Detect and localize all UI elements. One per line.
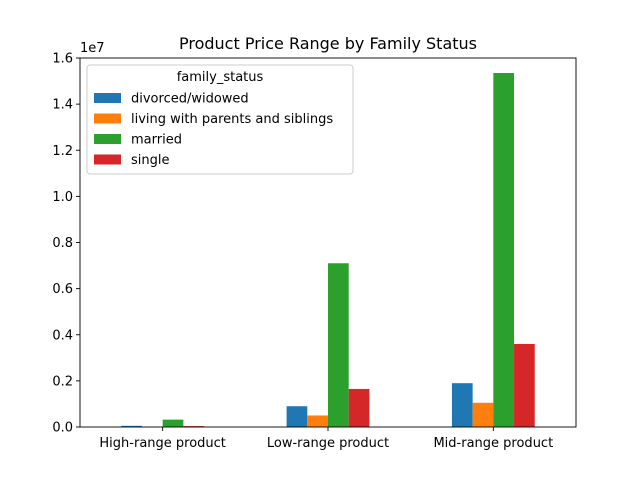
x-tick-label: Mid-range product — [433, 436, 553, 451]
x-tick-label: High-range product — [99, 436, 226, 451]
legend-label: divorced/widowed — [131, 92, 249, 107]
bar — [348, 388, 370, 427]
chart-title: Product Price Range by Family Status — [179, 34, 477, 53]
y-tick-label: 1.2 — [52, 144, 73, 159]
y-tick-label: 0.0 — [52, 421, 73, 436]
bar — [472, 402, 494, 427]
y-tick-label: 0.8 — [52, 236, 73, 251]
y-axis-offset-label: 1e7 — [80, 41, 105, 56]
legend-box — [86, 64, 354, 175]
legend-swatch — [94, 93, 121, 103]
legend: family_status divorced/widowed living with… — [86, 64, 354, 175]
bar — [121, 425, 142, 427]
bar — [451, 383, 473, 427]
legend-swatch — [94, 113, 121, 124]
legend-title: family_status — [177, 70, 264, 85]
legend-swatch — [94, 134, 121, 144]
y-tick-label: 0.4 — [52, 328, 73, 343]
bar — [286, 406, 308, 427]
bar — [307, 415, 328, 427]
bar — [328, 263, 349, 427]
legend-label: living with parents and siblings — [131, 112, 333, 127]
y-tick-label: 1.4 — [52, 98, 73, 113]
axes-group: 0.0 0.2 0.4 0.6 0.8 1.0 1.2 1.4 1.6 High-range pr… — [52, 52, 577, 451]
y-tick-label: 1.0 — [52, 190, 73, 205]
y-tick-label: 1.6 — [52, 52, 73, 67]
bar — [162, 419, 184, 427]
legend-swatch — [94, 154, 121, 165]
legend-label: single — [131, 153, 170, 168]
bar — [183, 426, 205, 427]
bar — [493, 72, 515, 427]
bars-group — [121, 72, 535, 427]
bar — [514, 343, 535, 427]
y-tick-label: 0.6 — [52, 282, 73, 297]
y-tick-label: 0.2 — [52, 374, 73, 389]
legend-label: married — [131, 133, 182, 148]
x-tick-label: Low-range product — [267, 436, 389, 451]
